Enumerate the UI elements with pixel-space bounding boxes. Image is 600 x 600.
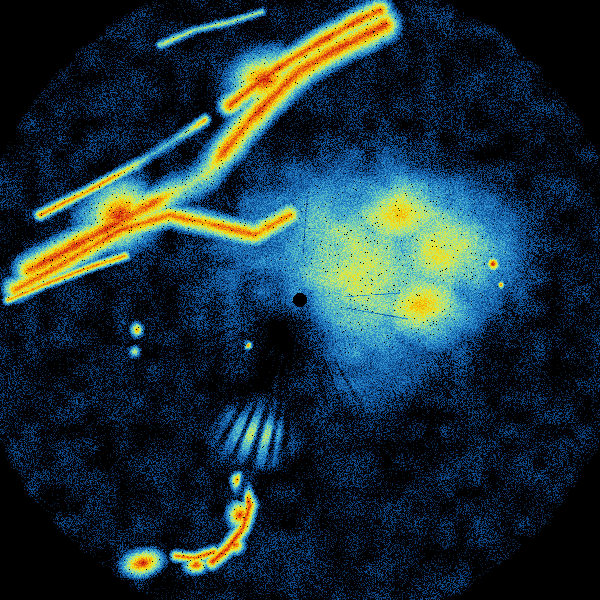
radar-display: Weather Radar Reflectivity PPI Base Refl… [0,0,600,600]
radar-reflectivity-canvas [0,0,600,600]
